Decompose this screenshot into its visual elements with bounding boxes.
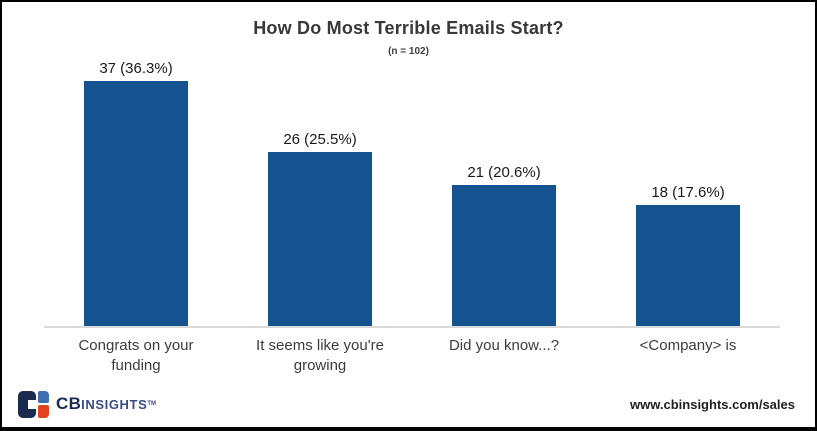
bar [268,152,372,326]
bar-value-label: 26 (25.5%) [283,131,357,148]
bar [452,185,556,326]
footer: CB INSIGHTS TM www.cbinsights.com/sales [18,386,795,422]
cbinsights-logo-icon [18,390,52,418]
bar-column: 37 (36.3%) [44,60,228,326]
category-label: <Company> is [639,337,737,354]
bar [84,81,188,326]
bar [636,205,740,326]
bar-column: 18 (17.6%) [596,60,780,326]
category-label: It seems like you're growing [256,337,384,374]
logo-text-insights: INSIGHTS [81,396,148,412]
bar-column: 21 (20.6%) [412,60,596,326]
footer-url: www.cbinsights.com/sales [630,396,795,412]
bar-value-label: 18 (17.6%) [651,184,725,201]
chart-title: How Do Most Terrible Emails Start? [253,18,564,38]
cbinsights-logo: CB INSIGHTS TM [18,390,157,418]
bar-column: 26 (25.5%) [228,60,412,326]
category-label: Congrats on your funding [78,337,194,374]
bar-value-label: 37 (36.3%) [99,60,173,77]
logo-text-tm: TM [147,401,157,407]
bar-value-label: 21 (20.6%) [467,164,541,181]
x-axis-labels: Congrats on your funding It seems like yo… [44,336,780,375]
category-label: Did you know...? [448,337,560,354]
bar-chart-plot-area: 37 (36.3%) 26 (25.5%) 21 (20.6%) 18 (17.6%) [44,60,780,328]
logo-text-cb: CB [56,394,82,413]
chart-subtitle: (n = 102) [388,46,429,57]
